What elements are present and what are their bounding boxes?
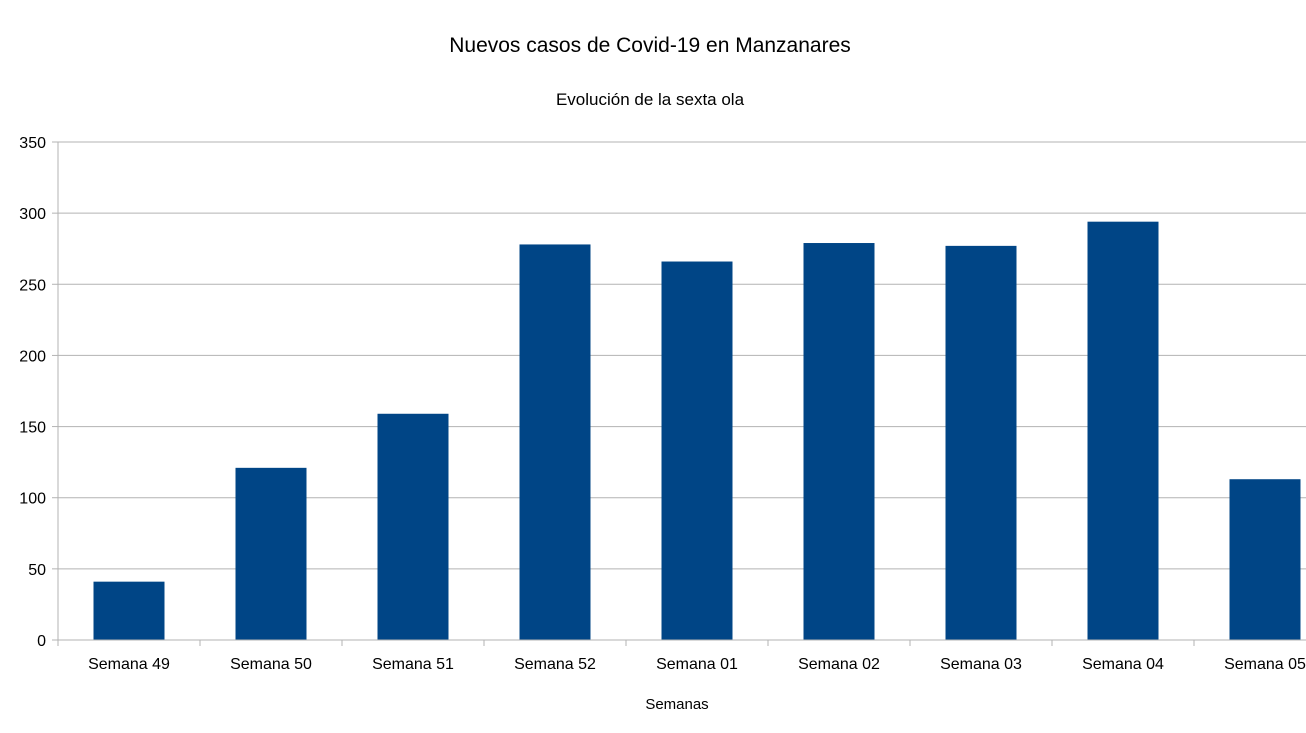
x-tick-labels: Semana 49 Semana 50 Semana 51 Semana 52 Sema… bbox=[88, 656, 1306, 673]
y-tick-label: 150 bbox=[19, 420, 46, 437]
bar-semana-01 bbox=[661, 261, 733, 640]
x-tick-label: Semana 52 bbox=[514, 656, 596, 673]
bar-semana-04 bbox=[1087, 221, 1159, 640]
y-tick-label: 50 bbox=[28, 562, 46, 579]
x-tick-label: Semana 51 bbox=[372, 656, 454, 673]
y-tick-labels: 0 50 100 150 200 250 300 350 bbox=[19, 135, 46, 650]
x-tick-label: Semana 04 bbox=[1082, 656, 1164, 673]
bar-semana-05 bbox=[1229, 479, 1301, 640]
bar-semana-03 bbox=[945, 245, 1017, 640]
bar-semana-02 bbox=[803, 243, 875, 640]
x-tick-label: Semana 49 bbox=[88, 656, 170, 673]
x-tick-label: Semana 03 bbox=[940, 656, 1022, 673]
y-tick-label: 0 bbox=[37, 633, 46, 650]
bar-semana-49 bbox=[93, 581, 165, 640]
chart-title: Nuevos casos de Covid-19 en Manzanares bbox=[449, 34, 851, 57]
bar-semana-50 bbox=[235, 467, 307, 640]
y-tick-label: 200 bbox=[19, 348, 46, 365]
chart-subtitle: Evolución de la sexta ola bbox=[556, 90, 745, 109]
x-tick-label: Semana 05 bbox=[1224, 656, 1306, 673]
x-axis-title: Semanas bbox=[645, 696, 708, 713]
x-tick-label: Semana 01 bbox=[656, 656, 738, 673]
bar-semana-52 bbox=[519, 244, 591, 640]
y-tick-label: 100 bbox=[19, 491, 46, 508]
x-tick-label: Semana 02 bbox=[798, 656, 880, 673]
y-tick-label: 300 bbox=[19, 206, 46, 223]
y-tick-label: 250 bbox=[19, 277, 46, 294]
x-tick-label: Semana 50 bbox=[230, 656, 312, 673]
y-tick-label: 350 bbox=[19, 135, 46, 152]
bars bbox=[93, 221, 1301, 640]
bar-semana-51 bbox=[377, 413, 449, 640]
axes bbox=[52, 141, 1306, 646]
